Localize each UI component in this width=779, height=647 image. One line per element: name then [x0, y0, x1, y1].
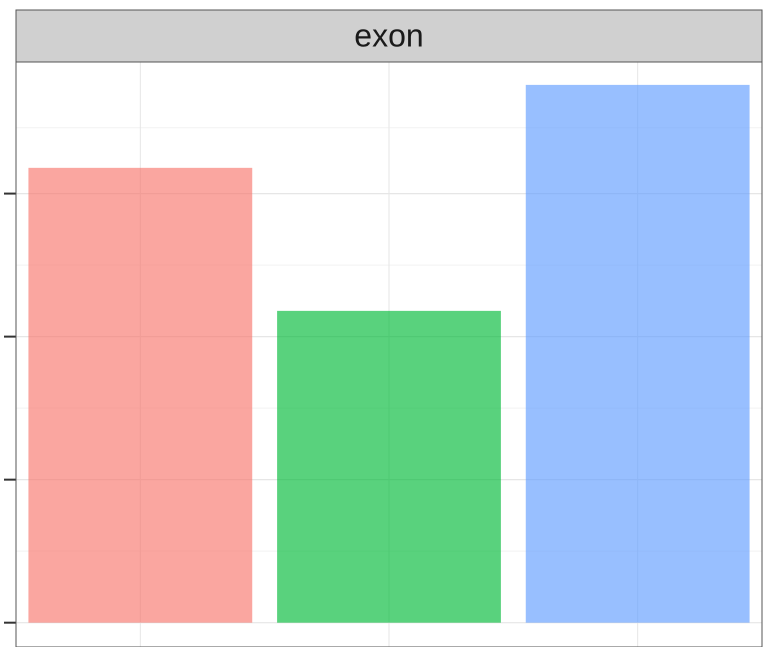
bar	[28, 167, 253, 623]
chart-title: exon	[354, 17, 423, 53]
bar	[277, 310, 501, 623]
strip	[15, 9, 763, 63]
bar	[525, 84, 750, 623]
panel-border	[15, 61, 763, 647]
